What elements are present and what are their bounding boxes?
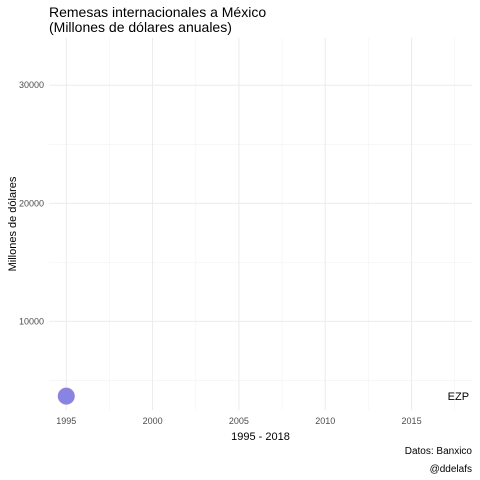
data-point [57, 387, 75, 405]
chart-title-line1: Remesas internacionales a México [49, 4, 267, 20]
x-tick-labels: 1995 2000 2005 2010 2015 [56, 416, 421, 426]
annotation-label: EZP [448, 391, 469, 403]
y-tick-labels: 10000 20000 30000 [19, 80, 44, 326]
x-tick-label: 2000 [143, 416, 163, 426]
y-tick-label: 30000 [19, 80, 44, 90]
x-tick-label: 2010 [315, 416, 335, 426]
grid-lines [49, 38, 472, 410]
x-axis-title: 1995 - 2018 [231, 431, 290, 443]
y-tick-label: 10000 [19, 316, 44, 326]
x-tick-label: 1995 [56, 416, 76, 426]
y-tick-label: 20000 [19, 198, 44, 208]
chart-title-line2: (Millones de dólares anuales) [49, 19, 232, 35]
chart-title: Remesas internacionales a México (Millon… [49, 5, 266, 35]
x-tick-label: 2005 [229, 416, 249, 426]
y-axis-title: Millones de dólares [7, 176, 19, 271]
x-tick-label: 2015 [402, 416, 422, 426]
source-caption: Datos: Banxico [404, 446, 472, 457]
data-points [57, 387, 75, 405]
author-handle: @ddelafs [429, 464, 472, 475]
